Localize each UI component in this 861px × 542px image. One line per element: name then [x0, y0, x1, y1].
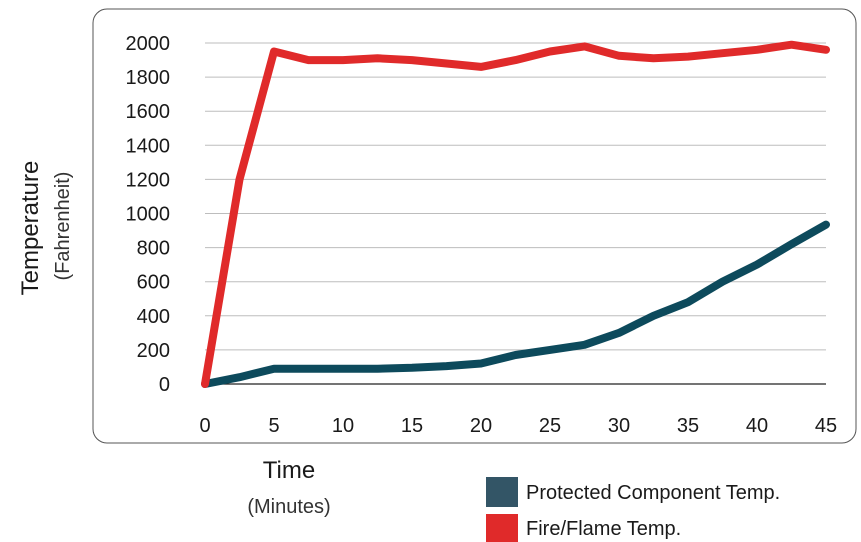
x-tick-label: 25 — [539, 415, 561, 437]
x-axis-subtitle: (Minutes) — [247, 496, 330, 518]
x-tick-labels: 0 5 10 15 20 25 30 35 40 45 — [199, 415, 837, 437]
legend-swatch-fire — [486, 514, 518, 542]
grid-lines — [205, 42, 826, 385]
y-axis-title: Temperature — [17, 161, 44, 296]
y-tick-label: 1600 — [126, 101, 171, 123]
x-tick-label: 45 — [815, 415, 837, 437]
legend-label-fire: Fire/Flame Temp. — [526, 518, 681, 540]
x-tick-label: 40 — [746, 415, 768, 437]
x-tick-label: 10 — [332, 415, 354, 437]
series-line-protected-component — [201, 220, 830, 388]
series-line-fire-flame — [201, 40, 830, 388]
x-tick-label: 0 — [199, 415, 210, 437]
y-tick-label: 800 — [137, 238, 170, 260]
legend: Protected Component Temp. Fire/Flame Tem… — [486, 477, 780, 542]
y-tick-label: 600 — [137, 272, 170, 294]
y-tick-label: 1400 — [126, 135, 171, 157]
x-tick-label: 30 — [608, 415, 630, 437]
y-tick-label: 400 — [137, 306, 170, 328]
x-tick-label: 35 — [677, 415, 699, 437]
plot-frame — [92, 8, 857, 444]
y-tick-label: 1000 — [126, 204, 171, 226]
y-tick-label: 200 — [137, 340, 170, 362]
legend-swatch-protected — [486, 477, 518, 507]
y-tick-label: 1200 — [126, 169, 171, 191]
y-tick-label: 2000 — [126, 33, 171, 55]
x-axis-title: Time — [263, 457, 315, 484]
y-tick-labels: 0 200 400 600 800 1000 1200 1400 1600 1800 2000 — [126, 33, 171, 396]
x-tick-label: 15 — [401, 415, 423, 437]
y-axis-subtitle: (Fahrenheit) — [52, 172, 74, 281]
x-tick-label: 20 — [470, 415, 492, 437]
y-tick-label: 1800 — [126, 67, 171, 89]
series-lines — [201, 40, 830, 388]
x-tick-label: 5 — [268, 415, 279, 437]
y-tick-label: 0 — [159, 374, 170, 396]
legend-label-protected: Protected Component Temp. — [526, 482, 780, 504]
